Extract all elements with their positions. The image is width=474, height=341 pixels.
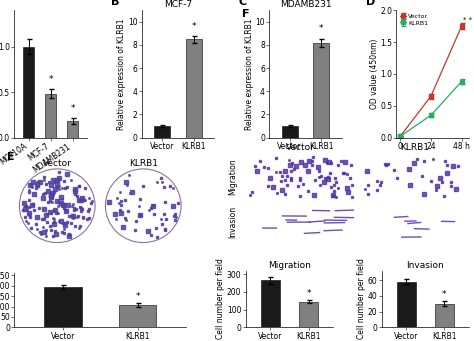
Bar — [67, 121, 78, 137]
Text: *: * — [136, 292, 140, 301]
Text: C: C — [238, 0, 246, 8]
Text: D: D — [366, 0, 375, 8]
Text: F: F — [242, 9, 249, 18]
Y-axis label: Relative expression of KLRB1: Relative expression of KLRB1 — [118, 18, 127, 130]
Bar — [186, 39, 202, 137]
Text: E: E — [7, 152, 15, 162]
Text: Vector: Vector — [43, 159, 72, 168]
Bar — [155, 126, 170, 137]
Bar — [299, 302, 318, 327]
Bar — [23, 47, 34, 137]
Text: *: * — [48, 75, 53, 84]
Y-axis label: Cell number per field: Cell number per field — [217, 258, 226, 340]
Text: Invasion: Invasion — [228, 206, 237, 238]
Title: MCF-7: MCF-7 — [164, 0, 192, 10]
Text: *: * — [71, 104, 75, 113]
Text: KLRB1: KLRB1 — [401, 143, 429, 152]
Circle shape — [19, 169, 95, 242]
Text: *: * — [306, 289, 311, 298]
Bar — [119, 305, 156, 327]
Text: Vector: Vector — [285, 143, 314, 152]
Text: * *: * * — [463, 17, 472, 23]
Title: Invasion: Invasion — [407, 261, 444, 270]
Title: Migration: Migration — [268, 261, 311, 270]
Text: *: * — [442, 290, 447, 299]
Title: MDAMB231: MDAMB231 — [280, 0, 331, 10]
Bar — [282, 126, 298, 137]
Bar — [313, 43, 329, 137]
Bar — [261, 280, 280, 327]
Bar — [44, 287, 82, 327]
Legend: Vector, KLRB1: Vector, KLRB1 — [400, 13, 429, 26]
Bar — [435, 304, 454, 327]
Y-axis label: Cell number per field: Cell number per field — [357, 258, 366, 340]
Text: B: B — [111, 0, 119, 8]
Text: KLRB1: KLRB1 — [129, 159, 158, 168]
Bar — [397, 282, 416, 327]
Text: Migration: Migration — [228, 159, 237, 195]
Bar — [45, 94, 56, 137]
Y-axis label: Relative expression of KLRB1: Relative expression of KLRB1 — [245, 18, 254, 130]
Y-axis label: OD value (450nm): OD value (450nm) — [370, 39, 379, 109]
Text: *: * — [319, 25, 324, 33]
Circle shape — [105, 169, 181, 242]
Text: *: * — [191, 21, 196, 31]
